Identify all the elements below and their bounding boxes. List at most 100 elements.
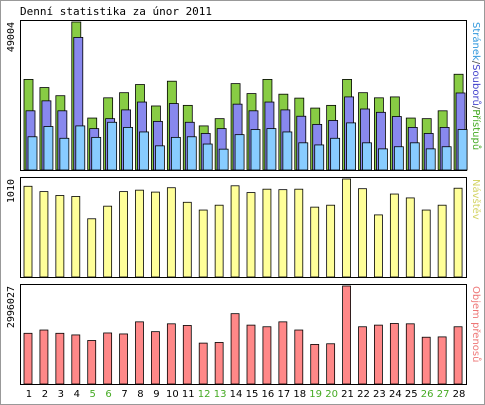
bar-visits-day-7 [119,191,128,278]
bar-pages-day-22 [362,142,372,171]
x-tick-label-day-24: 24 [389,389,402,400]
bar-pages-day-1 [27,136,38,171]
bar-visits-day-2 [39,191,49,278]
bar-bytes-day-21 [342,285,351,385]
legend-label: Návštěv [470,179,482,220]
bar-visits-day-25 [405,197,415,278]
bar-visits-day-13 [214,204,224,278]
bar-pages-day-4 [75,125,86,171]
bar-bytes-day-1 [23,332,33,385]
bar-pages-day-28 [457,129,468,171]
bar-pages-day-7 [123,127,133,171]
legend-part: Přístupů [470,109,482,150]
bar-pages-day-16 [266,128,277,171]
bar-visits-day-8 [135,189,144,278]
bar-pages-day-27 [441,146,452,171]
x-tick-label-day-12: 12 [198,389,211,400]
bar-visits-day-23 [374,214,383,278]
bar-visits-day-14 [230,185,240,278]
bar-visits-day-9 [151,191,160,278]
x-tick-label-day-11: 11 [182,389,195,400]
bar-bytes-day-8 [135,321,144,385]
x-tick-label-day-8: 8 [137,389,143,400]
legend-part: Stránek [470,22,482,61]
bar-bytes-day-17 [278,321,288,385]
bar-visits-day-27 [437,204,447,278]
bar-bytes-day-9 [151,331,160,385]
bar-pages-day-21 [346,122,356,171]
bar-bytes-day-6 [103,332,113,385]
bar-bytes-day-3 [55,332,65,385]
bar-bytes-day-24 [389,323,399,385]
bar-bytes-day-28 [453,326,463,385]
legend-label: Objem přenosů [470,286,482,362]
x-tick-label-day-28: 28 [453,389,466,400]
bar-bytes-day-22 [358,326,367,385]
x-tick-label-day-3: 3 [58,389,64,400]
bar-bytes-day-25 [405,323,415,385]
x-tick-label-day-1: 1 [26,389,32,400]
x-tick-label-day-5: 5 [89,389,95,400]
bar-pages-day-15 [250,129,261,171]
legend-part: Objem přenosů [470,286,482,362]
x-tick-label-day-4: 4 [74,389,80,400]
legend-part: / [470,61,481,65]
bar-bytes-day-15 [246,324,256,385]
x-tick-label-day-16: 16 [262,389,275,400]
x-tick-label-day-10: 10 [166,389,179,400]
bar-visits-day-16 [262,188,272,278]
panel-3: 2996027 Objem přenosů [6,284,482,385]
bar-bytes-day-4 [71,334,81,385]
bar-pages-day-26 [425,148,436,171]
bar-bytes-day-12 [198,342,208,385]
bar-bytes-day-10 [166,323,176,385]
panel-2: 1010 Návštěv [6,177,482,278]
bar-bytes-day-2 [39,329,49,385]
bar-pages-day-8 [139,131,149,171]
x-tick-label-day-27: 27 [437,389,450,400]
bar-bytes-day-14 [230,313,240,385]
bar-visits-day-28 [453,187,463,278]
bar-visits-day-17 [278,189,288,278]
bar-bytes-day-11 [182,325,192,385]
bar-visits-day-11 [182,201,192,278]
bar-visits-day-3 [55,195,65,278]
x-tick-label-day-13: 13 [214,389,227,400]
bar-visits-day-15 [246,192,256,278]
bar-pages-day-25 [409,142,420,171]
bar-visits-day-5 [87,218,97,278]
x-tick-label-day-23: 23 [373,389,386,400]
bar-pages-day-13 [218,148,229,171]
bar-bytes-day-7 [119,333,128,385]
bar-visits-day-26 [421,209,431,278]
bar-visits-day-20 [326,204,336,278]
bar-visits-day-24 [389,193,399,278]
x-tick-label-day-19: 19 [309,389,322,400]
bar-bytes-day-5 [87,340,97,385]
bar-pages-day-6 [107,121,118,171]
bar-visits-day-22 [358,188,367,278]
panel-1: 49004 Stránek/Souborů/Přístupů [6,20,482,171]
bar-bytes-day-16 [262,326,272,385]
y-max-label: 2996027 [6,286,17,328]
x-tick-label-day-7: 7 [121,389,127,400]
bar-pages-day-2 [43,126,54,171]
chart-title: Denní statistika za únor 2011 [20,5,212,18]
bar-pages-day-3 [59,137,70,171]
bar-pages-day-20 [330,137,341,171]
bar-visits-day-4 [71,196,81,278]
bar-visits-day-10 [166,187,176,278]
bar-pages-day-24 [393,146,404,171]
bar-visits-day-19 [310,206,320,278]
x-tick-label-day-2: 2 [42,389,48,400]
x-tick-label-day-21: 21 [341,389,354,400]
bar-pages-day-19 [314,144,325,171]
bar-pages-day-11 [186,136,197,171]
x-tick-label-day-9: 9 [153,389,159,400]
bar-pages-day-14 [234,134,245,171]
x-tick-label-day-15: 15 [246,389,259,400]
bar-pages-day-18 [298,142,309,171]
bar-pages-day-9 [155,145,165,171]
